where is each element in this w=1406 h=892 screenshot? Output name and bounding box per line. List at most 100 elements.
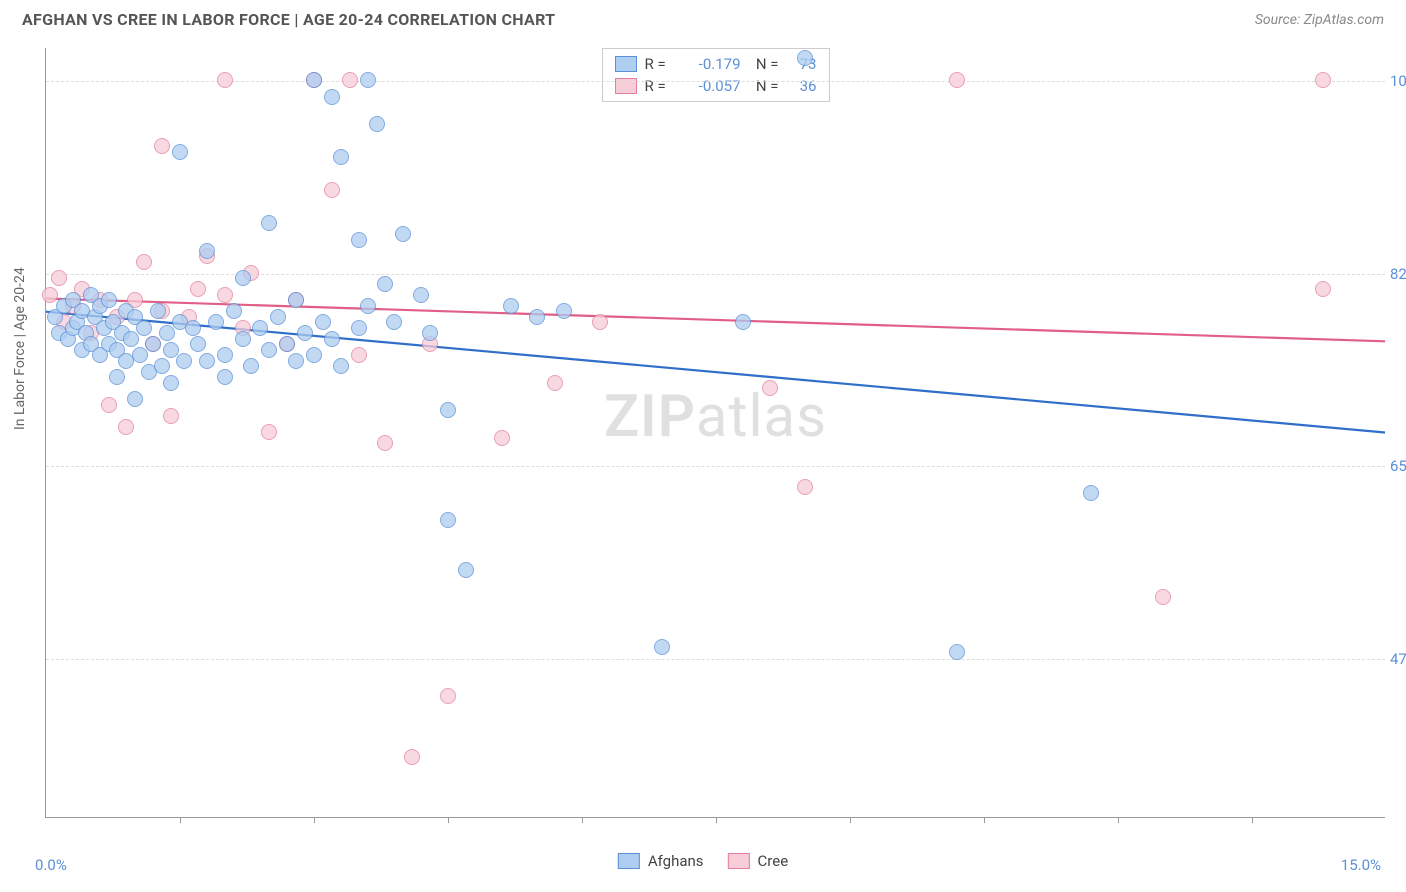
afghan-point	[422, 325, 438, 341]
afghan-point	[529, 309, 545, 325]
x-tick	[850, 817, 851, 823]
n-label: N =	[749, 77, 779, 95]
afghan-point	[440, 402, 456, 418]
afghan-point	[735, 314, 751, 330]
afghan-point	[360, 298, 376, 314]
cree-point	[42, 287, 58, 303]
cree-point	[762, 380, 778, 396]
cree-point	[163, 408, 179, 424]
afghan-point	[136, 320, 152, 336]
y-tick-label: 82.5%	[1390, 265, 1406, 283]
afghan-point	[324, 89, 340, 105]
afghan-point	[797, 50, 813, 66]
afghan-point	[413, 287, 429, 303]
afghan-point	[324, 331, 340, 347]
cree-point	[136, 254, 152, 270]
cree-point	[1315, 281, 1331, 297]
cree-point	[190, 281, 206, 297]
cree-point	[118, 419, 134, 435]
trendlines-svg	[46, 48, 1385, 817]
afghan-point	[235, 270, 251, 286]
cree-point	[101, 397, 117, 413]
gridline	[46, 659, 1385, 660]
gridline	[46, 466, 1385, 467]
y-tick-label: 100.0%	[1390, 72, 1406, 90]
source-label: Source: ZipAtlas.com	[1255, 12, 1384, 28]
afghan-point	[503, 298, 519, 314]
afghan-point	[159, 325, 175, 341]
x-tick	[314, 817, 315, 823]
afghan-point	[208, 314, 224, 330]
cree-point	[797, 479, 813, 495]
legend-item-afghan: Afghans	[618, 852, 704, 870]
cree-point	[342, 72, 358, 88]
afghan-point	[351, 320, 367, 336]
cree-point	[51, 270, 67, 286]
x-axis-min-label: 0.0%	[35, 856, 67, 874]
cree-point	[440, 688, 456, 704]
afghan-point	[217, 369, 233, 385]
chart-title: AFGHAN VS CREE IN LABOR FORCE | AGE 20-2…	[22, 10, 555, 29]
afghan-point	[556, 303, 572, 319]
legend-row-afghan: R =-0.179N =73	[615, 53, 817, 75]
legend-row-cree: R =-0.057N =36	[615, 75, 817, 97]
cree-point	[351, 347, 367, 363]
series-legend: Afghans Cree	[618, 852, 788, 870]
watermark: ZIPatlas	[604, 383, 827, 451]
afghan-point	[127, 391, 143, 407]
n-label: N =	[749, 55, 779, 73]
afghan-point	[440, 512, 456, 528]
n-value: 36	[787, 77, 817, 95]
afghan-point	[261, 342, 277, 358]
afghan-point	[288, 292, 304, 308]
cree-point	[324, 182, 340, 198]
legend-item-cree: Cree	[728, 852, 789, 870]
cree-point	[547, 375, 563, 391]
afghan-point	[172, 144, 188, 160]
afghan-point	[132, 347, 148, 363]
afghan-point	[654, 639, 670, 655]
afghan-point	[377, 276, 393, 292]
r-value: -0.057	[681, 77, 741, 95]
afghan-point	[369, 116, 385, 132]
cree-point	[592, 314, 608, 330]
afghan-point	[123, 331, 139, 347]
cree-point	[494, 430, 510, 446]
afghan-point	[199, 353, 215, 369]
watermark-bold: ZIP	[604, 383, 696, 451]
afghan-point	[243, 358, 259, 374]
x-tick	[1118, 817, 1119, 823]
chart-plot-area: ZIPatlas R =-0.179N =73R =-0.057N =36 47…	[45, 48, 1385, 818]
cree-point	[949, 72, 965, 88]
afghan-point	[279, 336, 295, 352]
legend-label: Cree	[758, 852, 789, 870]
afghan-point	[949, 644, 965, 660]
x-tick	[984, 817, 985, 823]
legend-swatch	[618, 853, 640, 869]
afghan-point	[386, 314, 402, 330]
r-value: -0.179	[681, 55, 741, 73]
afghan-point	[297, 325, 313, 341]
correlation-legend: R =-0.179N =73R =-0.057N =36	[602, 48, 830, 102]
cree-point	[261, 424, 277, 440]
afghan-point	[270, 309, 286, 325]
afghan-point	[190, 336, 206, 352]
x-tick	[448, 817, 449, 823]
afghan-point	[217, 347, 233, 363]
x-axis-max-label: 15.0%	[1341, 856, 1381, 874]
afghan-point	[360, 72, 376, 88]
afghan-point	[351, 232, 367, 248]
cree-point	[217, 72, 233, 88]
afghan-point	[395, 226, 411, 242]
afghan-point	[261, 215, 277, 231]
y-tick-label: 65.0%	[1390, 457, 1406, 475]
afghan-point	[315, 314, 331, 330]
afghan-point	[333, 358, 349, 374]
afghan-point	[109, 369, 125, 385]
legend-label: Afghans	[648, 852, 704, 870]
afghan-point	[199, 243, 215, 259]
afghan-point	[163, 375, 179, 391]
afghan-point	[101, 292, 117, 308]
afghan-point	[150, 303, 166, 319]
cree-point	[1155, 589, 1171, 605]
